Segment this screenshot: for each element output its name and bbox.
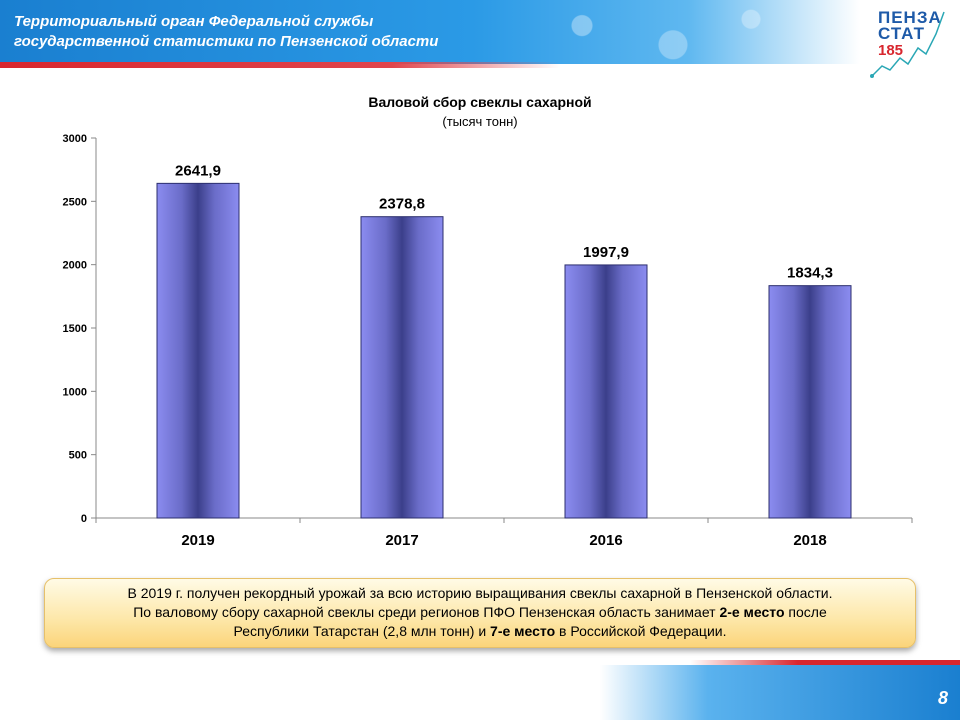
header-title: Территориальный орган Федеральной службы… <box>14 12 534 52</box>
summary-callout: В 2019 г. получен рекордный урожай за вс… <box>44 578 916 648</box>
x-tick-label: 2016 <box>589 532 622 549</box>
logo-text-line1: ПЕНЗА <box>878 8 942 27</box>
y-tick-label: 1500 <box>63 323 87 335</box>
header-ornament <box>530 0 790 64</box>
page-number: 8 <box>937 688 948 708</box>
header-red-stripe <box>0 62 560 68</box>
callout-line3: Республики Татарстан (2,8 млн тонн) и 7-… <box>45 622 915 641</box>
footer-red-stripe <box>690 660 960 665</box>
callout-line2-tail: после <box>784 604 827 620</box>
y-tick-label: 0 <box>81 513 87 525</box>
header-banner <box>0 0 860 64</box>
y-tick-label: 3000 <box>63 133 87 145</box>
logo-text-line2: СТАТ <box>878 24 925 43</box>
bar-2016 <box>564 264 648 519</box>
callout-line3-text: Республики Татарстан (2,8 млн тонн) и <box>233 623 491 639</box>
bar-2017 <box>360 216 444 519</box>
callout-rank-rf: 7-е место <box>490 623 556 639</box>
footer-band <box>600 665 960 720</box>
bar-value-label: 1834,3 <box>787 265 833 282</box>
header-title-line1: Территориальный орган Федеральной службы <box>14 13 374 30</box>
chart-title: Валовой сбор свеклы сахарной <box>368 94 592 110</box>
bar-value-label: 1997,9 <box>583 244 629 261</box>
header-title-line2: государственной статистики по Пензенской… <box>14 33 439 50</box>
y-tick-label: 500 <box>69 450 87 462</box>
bar-2018 <box>768 285 852 519</box>
logo-text-line3: 185 <box>878 42 904 59</box>
logo-trend-icon <box>870 11 945 78</box>
x-tick-label: 2017 <box>385 532 418 549</box>
penzastat-logo: ПЕНЗА СТАТ 185 <box>868 4 952 82</box>
callout-line3-tail: в Российской Федерации. <box>555 623 727 639</box>
bar-value-label: 2378,8 <box>379 196 425 213</box>
bar-value-label: 2641,9 <box>175 162 221 179</box>
x-tick-label: 2018 <box>793 532 826 549</box>
callout-rank-pfo: 2-е место <box>719 604 785 620</box>
bar-2019 <box>156 182 240 519</box>
callout-line1: В 2019 г. получен рекордный урожай за вс… <box>127 585 833 601</box>
x-tick-label: 2019 <box>181 532 214 549</box>
y-tick-label: 2000 <box>63 260 87 272</box>
y-tick-label: 1000 <box>63 386 87 398</box>
callout-line2-text: По валовому сбору сахарной свеклы среди … <box>133 604 720 620</box>
callout-line2: По валовому сбору сахарной свеклы среди … <box>45 603 915 622</box>
y-tick-label: 2500 <box>63 196 87 208</box>
chart-subtitle: (тысяч тонн) <box>442 114 518 129</box>
bar-chart: 0 500 1000 1500 2000 2500 3000 2641,9 2019 2378,… <box>63 133 913 549</box>
